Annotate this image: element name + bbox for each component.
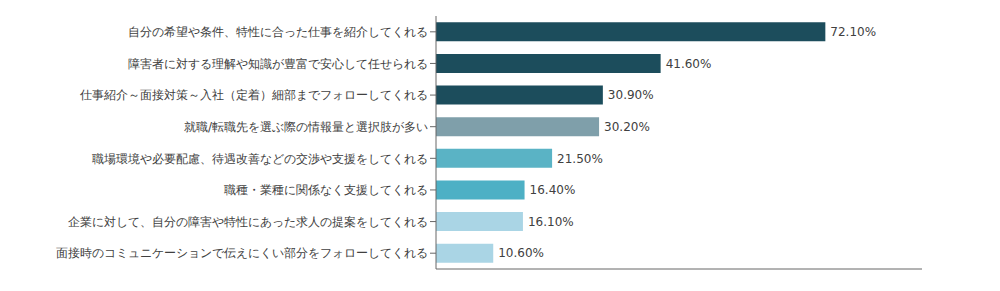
svg-text:21.50%: 21.50% — [557, 152, 603, 166]
svg-text:面接時のコミュニケーションで伝えにくい部分をフォローしてくれ: 面接時のコミュニケーションで伝えにくい部分をフォローしてくれる — [56, 246, 428, 260]
svg-text:企業に対して、自分の障害や特性にあった求人の提案をしてくれる: 企業に対して、自分の障害や特性にあった求人の提案をしてくれる — [68, 215, 428, 229]
svg-text:自分の希望や条件、特性に合った仕事を紹介してくれる: 自分の希望や条件、特性に合った仕事を紹介してくれる — [128, 25, 428, 39]
svg-text:仕事紹介～面接対策～入社（定着）細部までフォローしてくれる: 仕事紹介～面接対策～入社（定着）細部までフォローしてくれる — [79, 88, 428, 102]
svg-text:16.40%: 16.40% — [530, 183, 576, 197]
svg-text:30.90%: 30.90% — [608, 88, 654, 102]
svg-text:10.60%: 10.60% — [498, 246, 544, 260]
svg-text:16.10%: 16.10% — [528, 215, 574, 229]
svg-text:72.10%: 72.10% — [830, 25, 876, 39]
svg-text:障害者に対する理解や知識が豊富で安心して任せられる: 障害者に対する理解や知識が豊富で安心して任せられる — [128, 57, 428, 71]
svg-text:41.60%: 41.60% — [666, 57, 712, 71]
svg-text:職場環境や必要配慮、待遇改善などの交渉や支援をしてくれる: 職場環境や必要配慮、待遇改善などの交渉や支援をしてくれる — [92, 152, 428, 166]
svg-text:職種・業種に関係なく支援してくれる: 職種・業種に関係なく支援してくれる — [224, 183, 428, 197]
svg-text:30.20%: 30.20% — [604, 120, 650, 134]
svg-text:就職/転職先を選ぶ際の情報量と選択肢が多い: 就職/転職先を選ぶ際の情報量と選択肢が多い — [184, 120, 428, 134]
